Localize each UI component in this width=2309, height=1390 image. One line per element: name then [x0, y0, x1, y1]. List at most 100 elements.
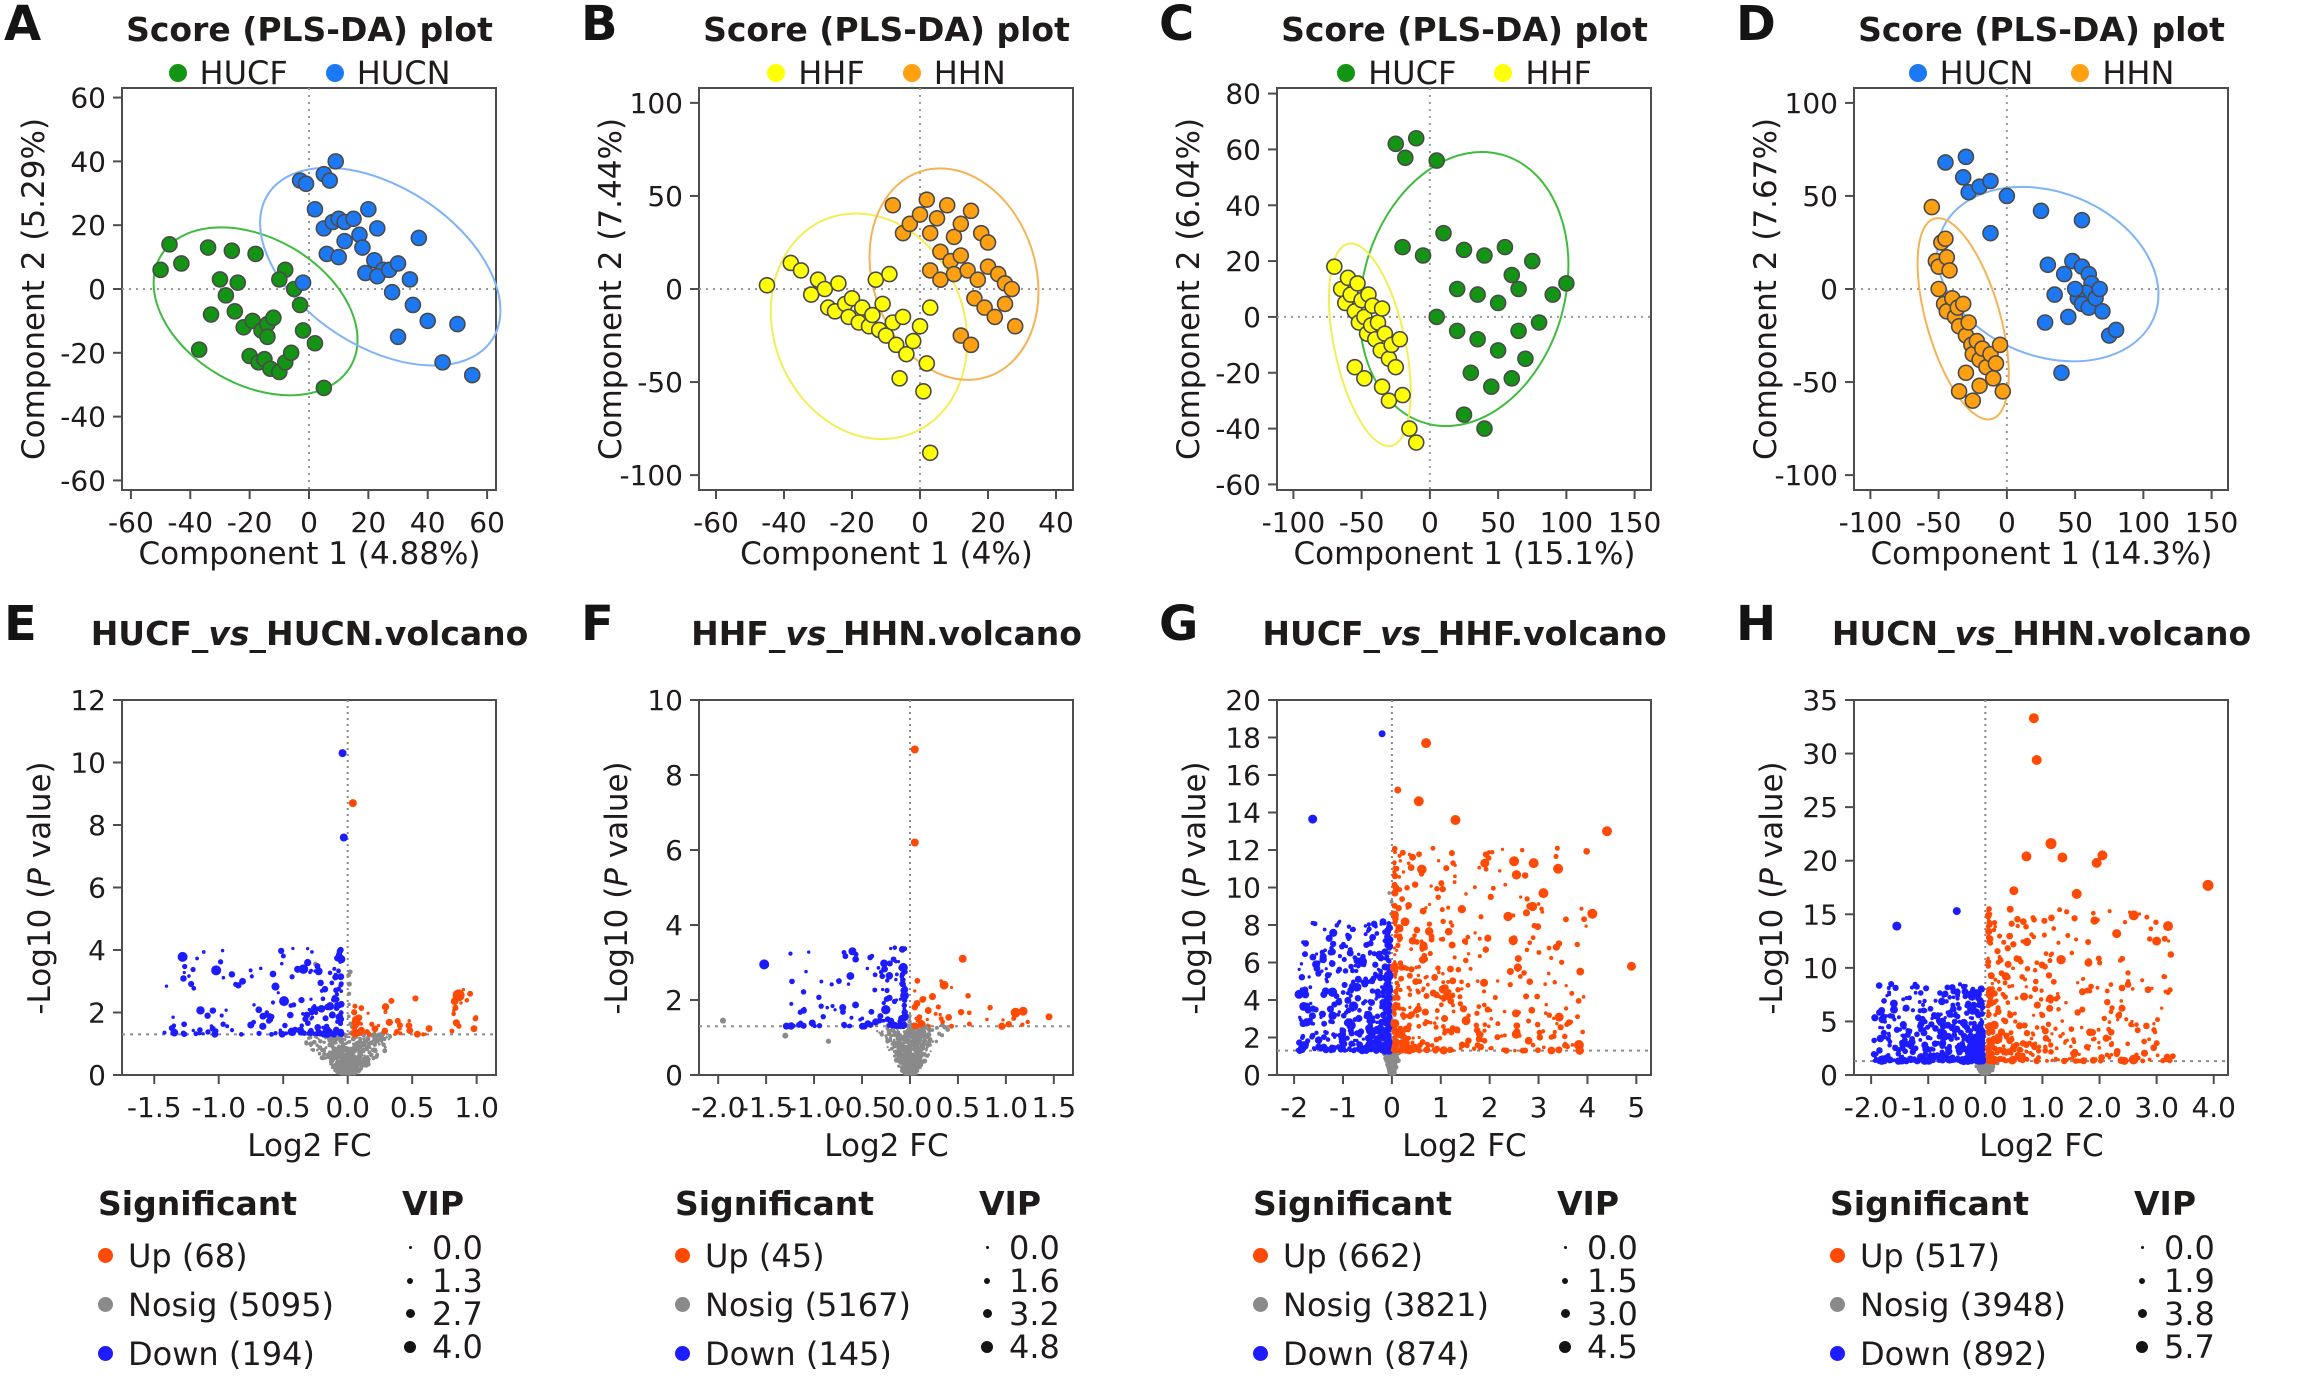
down-points	[1294, 730, 1394, 1055]
svg-text:2: 2	[1481, 1091, 1499, 1124]
legend-item-up: Up (517)	[1830, 1231, 2066, 1280]
vip-size-dot-icon	[2139, 1277, 2145, 1284]
svg-text:0.0: 0.0	[1963, 1091, 2008, 1124]
score-plot-svg: -100 -50 0 50 100 150 -100 -50 0 50 100	[1774, 87, 2238, 539]
svg-text:100: 100	[1785, 87, 1838, 120]
svg-text:-1.0: -1.0	[1901, 1091, 1956, 1124]
up-dot-icon	[675, 1248, 690, 1263]
svg-text:8: 8	[665, 759, 683, 792]
svg-text:-60: -60	[693, 506, 739, 539]
svg-text:-40: -40	[1215, 413, 1261, 446]
vip-size-dot-icon	[981, 1340, 993, 1353]
svg-text:-40: -40	[761, 506, 807, 539]
x-axis-ticks: -2 -1 0 1 2 3 4 5	[1280, 1075, 1645, 1124]
svg-text:10: 10	[647, 684, 683, 717]
svg-text:0.0: 0.0	[325, 1091, 370, 1124]
x-axis-ticks: -1.5 -1.0 -0.5 0.0 0.5 1.0	[127, 1075, 499, 1124]
y-axis-ticks: -100 -50 0 50 100	[619, 87, 699, 492]
panel-a: A Score (PLS-DA) plot HUCF HUCN -60 -40 -2…	[0, 0, 577, 600]
svg-text:150: 150	[1608, 506, 1661, 539]
svg-text:-50: -50	[1339, 506, 1385, 539]
svg-text:0: 0	[665, 1059, 683, 1092]
vip-header: VIP	[2134, 1184, 2197, 1223]
legend-dot-icon	[902, 64, 921, 82]
panel-c: C Score (PLS-DA) plot HUCF HHF -100 -50 0 5…	[1155, 0, 1732, 600]
legend-item-nosig: Nosig (5167)	[675, 1280, 911, 1329]
group-legend: HUCF HHF	[1155, 54, 1732, 92]
volcano-plot-svg: -2.0 -1.0 0.0 1.0 2.0 3.0 4.0 0 5 10 15 20 25 30 35	[1802, 684, 2236, 1124]
svg-text:2.0: 2.0	[2077, 1091, 2122, 1124]
y-axis-label: -Log10 (P value)	[1177, 761, 1213, 1015]
svg-text:0.5: 0.5	[936, 1091, 981, 1124]
y-axis-ticks: 0 2 4 6 8 10 12	[70, 684, 122, 1092]
y-axis-label: Component 2 (7.67%)	[1748, 117, 1784, 461]
legend-dot-icon	[2071, 64, 2090, 82]
svg-text:-1.0: -1.0	[787, 1091, 842, 1124]
svg-text:40: 40	[410, 506, 446, 539]
svg-text:-100: -100	[1839, 506, 1903, 539]
legend-item: HUCF	[1337, 54, 1456, 92]
svg-text:4: 4	[1243, 984, 1261, 1017]
svg-text:3.0: 3.0	[2134, 1091, 2179, 1124]
vip-item: 4.0	[402, 1328, 483, 1366]
plot-frame	[1853, 699, 2229, 1076]
x-axis-label: Component 1 (14.3%)	[1870, 536, 2213, 572]
x-axis-label: Log2 FC	[1979, 1128, 2104, 1164]
svg-text:1.0: 1.0	[454, 1091, 499, 1124]
vip-item: 1.3	[402, 1262, 483, 1300]
svg-text:5: 5	[1820, 1005, 1838, 1038]
volcano-plot-canvas: -1.5 -1.0 -0.5 0.0 0.5 1.0 0 2 4 6 8 10 12	[0, 600, 577, 1390]
vip-size-dot-icon	[1560, 1309, 1570, 1318]
score-plot-canvas: -100 -50 0 50 100 150 -60 -40 -20 0 20 40 60 80	[1155, 0, 1732, 600]
vip-size-dot-icon	[1563, 1246, 1567, 1249]
significant-header: Significant	[675, 1184, 875, 1223]
group-points-HHN	[884, 191, 1024, 354]
svg-text:-40: -40	[60, 401, 106, 434]
significant-header: Significant	[1830, 1184, 2030, 1223]
panel-e: E HUCF_vs_HUCN.volcano -1.5 -1.0 -0.5 0.0 0.…	[0, 596, 577, 1390]
group-points-HUCF	[1387, 129, 1575, 437]
svg-text:20: 20	[351, 506, 387, 539]
svg-text:-20: -20	[1215, 357, 1261, 390]
svg-text:0: 0	[1383, 1091, 1401, 1124]
vip-item: 1.9	[2134, 1262, 2215, 1300]
svg-text:-50: -50	[1916, 506, 1962, 539]
vip-item: 0.0	[402, 1229, 483, 1267]
vip-header: VIP	[402, 1184, 465, 1223]
legend-dot-icon	[1494, 64, 1513, 82]
x-axis-label: Component 1 (4.88%)	[138, 536, 481, 572]
svg-text:20: 20	[70, 209, 106, 242]
plot-title: HHF_vs_HHN.volcano	[691, 614, 1082, 653]
plot-frame	[121, 699, 497, 1076]
svg-text:35: 35	[1802, 684, 1838, 717]
legend-item: HHF	[767, 54, 865, 92]
panel-h: H HUCN_vs_HHN.volcano -2.0 -1.0 0.0 1.0 2.0 3…	[1732, 596, 2309, 1390]
legend-label: HHN	[933, 54, 1006, 92]
x-axis-ticks: -60 -40 -20 0 20 40	[693, 490, 1074, 539]
svg-text:-100: -100	[619, 459, 683, 492]
significant-header: Significant	[1253, 1184, 1453, 1223]
score-plot-canvas: -60 -40 -20 0 20 40 -100 -50 0 50 100	[577, 0, 1154, 600]
plot-title: HUCF_vs_HUCN.volcano	[90, 614, 529, 653]
legend-item: HHF	[1494, 54, 1592, 92]
significant-legend: Significant Up (68) Nosig (5095) Down (1…	[98, 1184, 334, 1378]
svg-text:40: 40	[70, 145, 106, 178]
svg-text:25: 25	[1802, 791, 1838, 824]
plot-frame	[698, 699, 1074, 1076]
legend-item-up: Up (662)	[1253, 1231, 1489, 1280]
vip-size-dot-icon	[2140, 1246, 2144, 1249]
svg-text:150: 150	[2185, 506, 2238, 539]
legend-label: HHN	[2102, 54, 2175, 92]
up-points	[348, 799, 479, 1038]
significant-legend: Significant Up (662) Nosig (3821) Down (…	[1253, 1184, 1489, 1378]
nosig-dot-icon	[1253, 1297, 1268, 1312]
vip-size-dot-icon	[1562, 1277, 1568, 1284]
nosig-dot-icon	[675, 1297, 690, 1312]
nosig-dot-icon	[98, 1297, 113, 1312]
y-axis-label: Component 2 (7.44%)	[593, 117, 629, 461]
y-axis-label: Component 2 (6.04%)	[1171, 117, 1207, 461]
svg-text:-50: -50	[637, 366, 683, 399]
panel-letter: A	[4, 0, 42, 52]
y-axis-label: -Log10 (P value)	[599, 761, 635, 1015]
svg-text:6: 6	[88, 872, 106, 905]
